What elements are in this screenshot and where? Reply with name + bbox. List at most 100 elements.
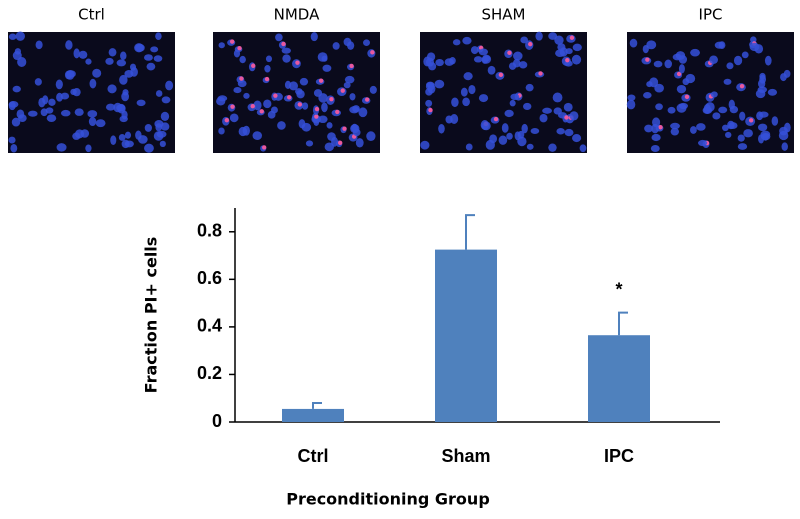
nucleus	[270, 106, 278, 114]
nucleus	[780, 73, 787, 82]
error-bar	[465, 214, 475, 250]
nucleus	[462, 36, 472, 45]
nucleus	[217, 95, 228, 102]
nucleus	[366, 131, 376, 142]
nucleus	[265, 55, 273, 63]
nucleus	[229, 113, 239, 123]
nucleus	[150, 46, 159, 53]
nucleus	[318, 93, 328, 103]
pi-stain	[297, 102, 303, 107]
nucleus	[8, 136, 16, 144]
nucleus	[218, 42, 225, 49]
nucleus	[277, 121, 286, 130]
significance-mark: *	[615, 279, 622, 299]
nucleus	[571, 54, 582, 65]
nucleus	[56, 92, 63, 102]
nucleus	[737, 143, 748, 150]
nucleus	[358, 107, 368, 118]
nucleus	[331, 136, 339, 147]
nucleus	[627, 94, 636, 101]
nucleus	[426, 81, 435, 88]
nucleus	[508, 62, 517, 70]
nucleus	[113, 102, 123, 113]
nucleus	[369, 85, 377, 94]
nucleus	[690, 126, 697, 134]
nucleus	[489, 134, 498, 144]
nucleus	[434, 79, 445, 89]
nucleus	[564, 128, 574, 137]
nucleus	[89, 78, 97, 89]
nucleus	[501, 123, 509, 133]
nucleus	[233, 87, 242, 94]
nucleus	[478, 48, 489, 56]
nucleus	[718, 41, 726, 50]
nucleus	[481, 54, 492, 64]
nucleus	[107, 84, 117, 94]
nucleus	[74, 129, 85, 139]
nucleus	[465, 143, 473, 151]
nucleus	[509, 99, 516, 107]
nucleus	[119, 74, 128, 85]
nucleus	[478, 94, 489, 103]
nucleus	[481, 121, 491, 131]
nucleus	[728, 122, 738, 130]
nucleus	[138, 135, 148, 144]
pi-stain	[528, 41, 533, 47]
nucleus	[762, 133, 769, 141]
pi-stain	[224, 118, 230, 123]
nucleus	[35, 40, 43, 50]
nucleus	[343, 37, 352, 47]
nucleus	[572, 43, 582, 52]
nucleus	[242, 125, 250, 136]
y-tick-label: 0.2	[197, 363, 222, 383]
nucleus	[160, 111, 170, 122]
nucleus	[487, 65, 496, 75]
pi-stain	[329, 96, 334, 102]
nucleus	[264, 65, 271, 73]
nucleus	[755, 89, 766, 99]
nucleus	[218, 127, 225, 135]
pi-stain	[340, 88, 345, 93]
nucleus	[136, 99, 146, 107]
nucleus	[17, 57, 27, 67]
nucleus	[449, 57, 456, 65]
nucleus	[451, 97, 459, 108]
pi-stain	[262, 145, 267, 150]
pi-stain	[250, 103, 255, 109]
nucleus	[470, 46, 479, 55]
y-tick-label: 0	[212, 411, 222, 431]
y-tick-label: 0.8	[197, 221, 222, 241]
nucleus	[318, 115, 328, 124]
nucleus	[349, 93, 356, 101]
nucleus	[155, 32, 162, 40]
nucleus	[275, 33, 283, 42]
pi-stain	[273, 93, 278, 98]
nucleus	[452, 39, 461, 46]
nucleus	[144, 54, 153, 61]
bar	[588, 335, 650, 422]
nucleus	[737, 134, 745, 142]
nucleus	[74, 108, 84, 116]
pi-stain	[676, 71, 682, 77]
pi-stain	[565, 57, 570, 63]
nucleus	[12, 51, 22, 61]
nucleus	[559, 47, 568, 57]
nucleus	[301, 122, 312, 132]
nucleus	[504, 109, 514, 118]
nucleus	[60, 109, 71, 117]
pi-stain	[748, 118, 754, 123]
nucleus	[542, 107, 552, 114]
nucleus	[468, 84, 476, 95]
y-tick-label: 0.4	[197, 316, 222, 336]
nucleus	[425, 57, 434, 67]
nucleus	[435, 58, 444, 67]
pi-stain	[237, 46, 242, 51]
nucleus	[498, 135, 508, 145]
nucleus	[554, 35, 564, 45]
nucleus	[15, 31, 25, 41]
nucleus	[296, 89, 305, 99]
nucleus	[161, 96, 171, 104]
nucleus	[743, 129, 753, 138]
pi-stain	[287, 95, 292, 100]
nucleus	[363, 39, 370, 47]
